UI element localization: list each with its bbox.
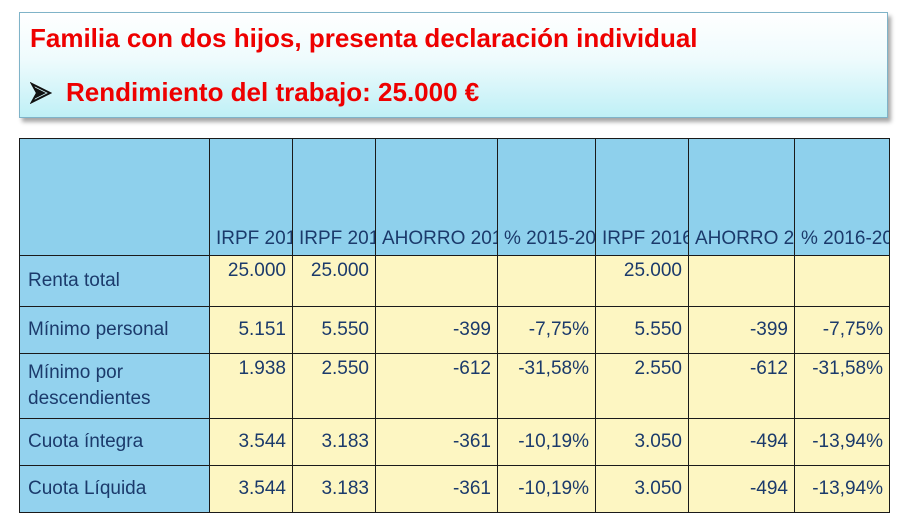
column-header: [19, 138, 210, 256]
table-cell-highlight: -10,19%: [497, 465, 596, 513]
table-cell: -494: [688, 465, 795, 513]
table-row: Renta total 25.000 25.000 25.000: [19, 255, 890, 307]
column-header: % 2016-2014: [794, 138, 890, 256]
tax-comparison-table: IRPF 2014 IRPF 2015 AHORRO 2015-2014 % 2…: [19, 138, 890, 513]
table-cell: -31,58%: [794, 353, 890, 419]
table-cell: -7,75%: [794, 306, 890, 354]
table-cell: -361: [375, 418, 498, 466]
table-cell: 25.000: [595, 255, 689, 307]
table-cell: 3.050: [595, 418, 689, 466]
table-cell: 2.550: [595, 353, 689, 419]
table-cell: 3.544: [209, 465, 293, 513]
table-cell: -399: [375, 306, 498, 354]
table-cell: [794, 255, 890, 307]
table-cell: -612: [375, 353, 498, 419]
row-label: Cuota íntegra: [19, 418, 210, 466]
table-header-row: IRPF 2014 IRPF 2015 AHORRO 2015-2014 % 2…: [19, 138, 890, 256]
slide-title: Familia con dos hijos, presenta declarac…: [30, 23, 698, 53]
table-cell: 3.050: [595, 465, 689, 513]
table-cell: -31,58%: [497, 353, 596, 419]
column-header: AHORRO 2016-2014: [688, 138, 795, 256]
table-cell: 5.550: [292, 306, 376, 354]
table-cell: [497, 255, 596, 307]
table-row: Mínimo personal 5.151 5.550 -399 -7,75% …: [19, 306, 890, 354]
arrow-bullet-icon: [30, 81, 52, 104]
table-cell: 2.550: [292, 353, 376, 419]
table-cell: 3.183: [292, 418, 376, 466]
table-cell: -13,94%: [794, 418, 890, 466]
table-row: Cuota íntegra 3.544 3.183 -361 -10,19% 3…: [19, 418, 890, 466]
table-cell: -612: [688, 353, 795, 419]
subtitle-text: Rendimiento del trabajo: 25.000 €: [66, 77, 480, 107]
row-label: Renta total: [19, 255, 210, 307]
table-cell: -494: [688, 418, 795, 466]
table-cell: 25.000: [209, 255, 293, 307]
title-box: Familia con dos hijos, presenta declarac…: [19, 12, 888, 118]
column-header: IRPF 2015: [292, 138, 376, 256]
table-cell: [375, 255, 498, 307]
table-cell-highlight: -13,94%: [794, 465, 890, 513]
table-row: Mínimo por descendientes 1.938 2.550 -61…: [19, 353, 890, 419]
column-header: IRPF 2014: [209, 138, 293, 256]
table-cell: -10,19%: [497, 418, 596, 466]
table-cell: 5.151: [209, 306, 293, 354]
table-cell: 3.544: [209, 418, 293, 466]
table-cell: -361: [375, 465, 498, 513]
row-label: Mínimo personal: [19, 306, 210, 354]
table-cell: 5.550: [595, 306, 689, 354]
table-cell: -399: [688, 306, 795, 354]
table-row: Cuota Líquida 3.544 3.183 -361 -10,19% 3…: [19, 465, 890, 513]
table-cell: 3.183: [292, 465, 376, 513]
column-header: AHORRO 2015-2014: [375, 138, 498, 256]
column-header: % 2015-2014: [497, 138, 596, 256]
subtitle-bullet: Rendimiento del trabajo: 25.000 €: [30, 77, 479, 108]
row-label: Cuota Líquida: [19, 465, 210, 513]
row-label: Mínimo por descendientes: [19, 353, 210, 419]
table-cell: 1.938: [209, 353, 293, 419]
table-cell: 25.000: [292, 255, 376, 307]
table-cell: [688, 255, 795, 307]
table-cell: -7,75%: [497, 306, 596, 354]
column-header: IRPF 2016: [595, 138, 689, 256]
